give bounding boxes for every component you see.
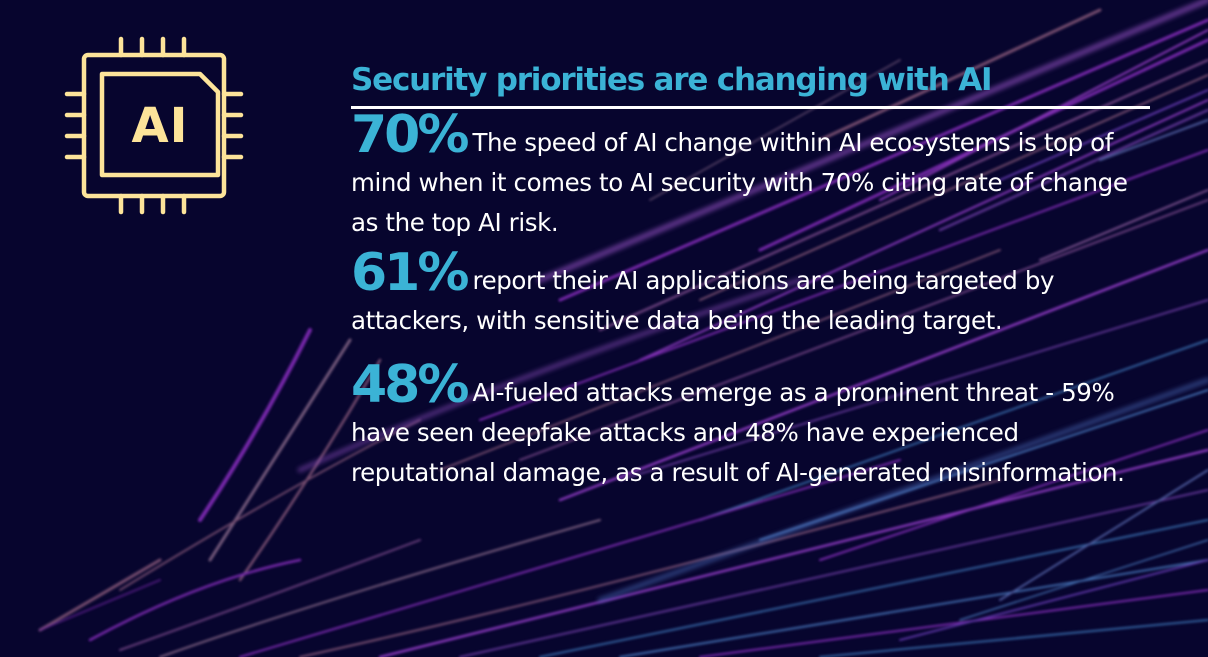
stat-item: 61% report their AI applications are bein…: [351, 247, 1151, 341]
stat-item: 70% The speed of AI change within AI ecos…: [351, 109, 1151, 243]
stat-description: AI-fueled attacks emerge as a prominent …: [351, 378, 1125, 487]
stat-item: 48% AI-fueled attacks emerge as a promine…: [351, 359, 1151, 493]
stat-value: 48%: [351, 355, 469, 415]
stat-value: 61%: [351, 243, 469, 303]
content-panel: Security priorities are changing with AI…: [351, 58, 1151, 493]
page-title: Security priorities are changing with AI: [351, 62, 993, 98]
ai-chip-label: AI: [131, 98, 189, 154]
ai-chip-icon: AI: [64, 36, 246, 216]
stat-description: report their AI applications are being t…: [351, 266, 1055, 335]
heading-divider: [351, 106, 1150, 109]
stat-description: The speed of AI change within AI ecosyst…: [351, 128, 1128, 237]
stat-value: 70%: [351, 105, 469, 165]
